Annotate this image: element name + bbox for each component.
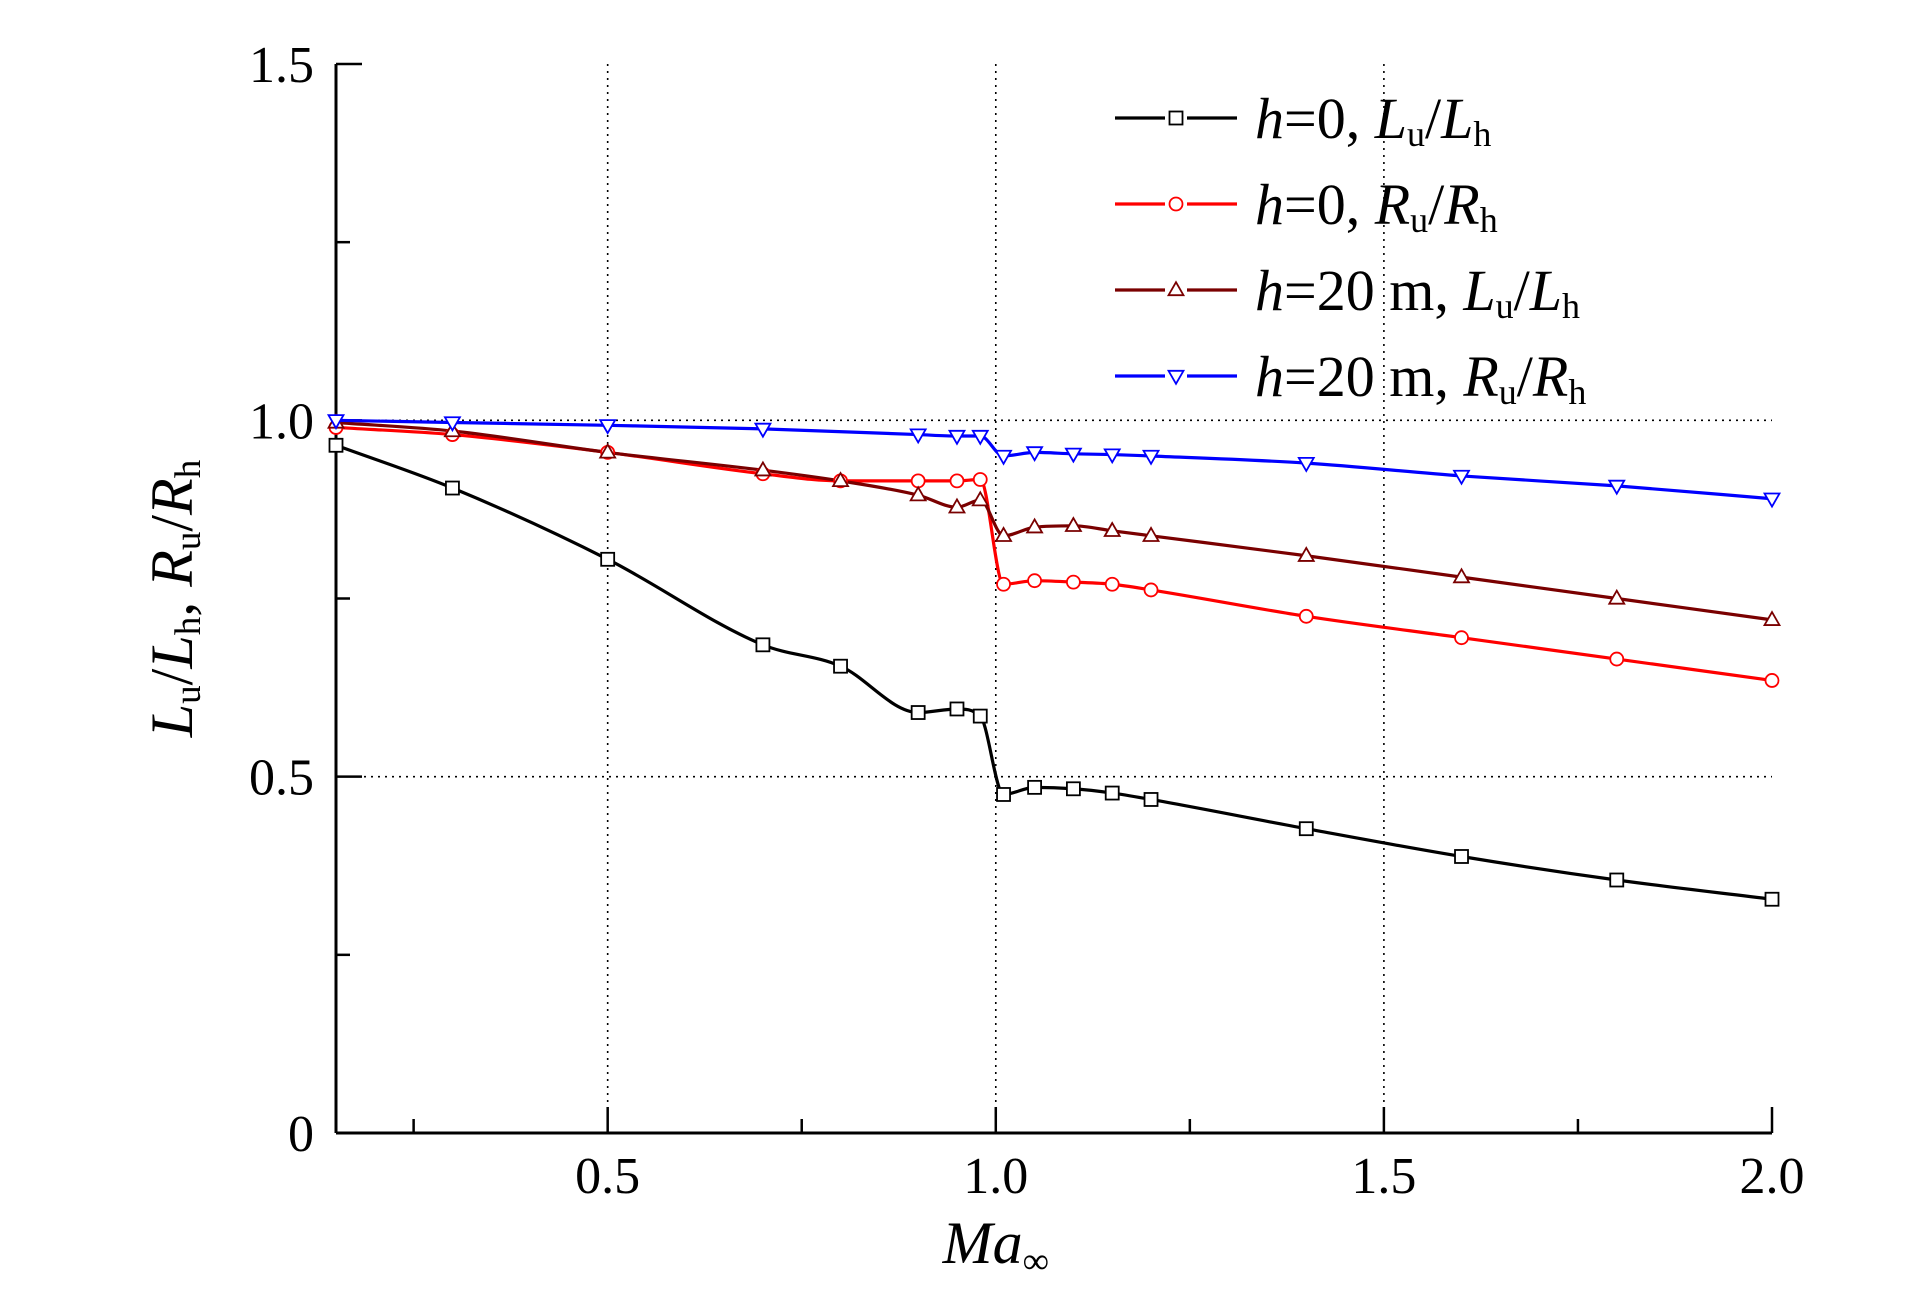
grid-lines — [336, 64, 1772, 1133]
data-point-series-4 — [1297, 456, 1316, 473]
series-markers — [326, 412, 1782, 907]
series-line-2 — [335, 425, 1773, 683]
x-tick-label: 1.5 — [1351, 1148, 1416, 1205]
data-point-series-3 — [947, 497, 967, 514]
y-tick-label: 1.0 — [249, 393, 314, 450]
series-line-3 — [335, 420, 1773, 622]
x-tick-label: 0.5 — [575, 1148, 640, 1205]
data-point-series-1 — [1143, 792, 1159, 807]
axes — [334, 64, 1772, 1135]
data-point-series-4 — [947, 429, 967, 446]
legend-label-1: h=0, Lu/Lh — [1255, 86, 1491, 154]
data-point-series-1 — [1104, 785, 1120, 801]
data-point-series-3 — [1025, 517, 1044, 534]
legend-marker-4 — [1166, 369, 1186, 386]
legend-label-3: h=20 m, Lu/Lh — [1255, 258, 1580, 326]
data-point-series-1 — [1609, 872, 1625, 888]
legend-marker-2 — [1168, 196, 1184, 212]
data-point-series-3 — [994, 526, 1013, 542]
data-point-series-4 — [753, 422, 772, 439]
data-point-series-1 — [833, 658, 848, 674]
data-point-series-2 — [949, 473, 965, 489]
data-point-series-3 — [831, 471, 850, 488]
data-point-series-3 — [1452, 567, 1471, 584]
data-point-series-4 — [971, 429, 990, 446]
data-point-series-2 — [996, 576, 1011, 592]
data-point-series-4 — [326, 414, 346, 430]
data-point-series-4 — [1762, 492, 1782, 509]
data-point-series-4 — [909, 428, 928, 445]
data-point-series-1 — [949, 701, 965, 717]
data-point-series-3 — [1297, 546, 1316, 562]
data-point-series-4 — [598, 419, 617, 435]
data-point-series-3 — [1141, 526, 1161, 542]
data-point-series-1 — [600, 551, 616, 567]
legend: h=0, Lu/Lh h=0, Ru/Rh h=20 m, Lu/Lh h=20 m,… — [1115, 86, 1586, 412]
y-axis-label: Lu/Lh, Ru/Rh — [139, 459, 209, 738]
y-tick-label: 1.5 — [249, 37, 314, 94]
data-point-series-2 — [1066, 574, 1081, 590]
data-point-series-3 — [1607, 588, 1626, 605]
legend-label-2: h=0, Ru/Rh — [1255, 172, 1498, 240]
data-point-series-2 — [1143, 582, 1159, 598]
legend-label-4: h=20 m, Ru/Rh — [1255, 344, 1586, 412]
data-point-series-1 — [1764, 891, 1780, 907]
data-point-series-4 — [1064, 447, 1083, 464]
data-point-series-1 — [910, 705, 926, 720]
data-point-series-2 — [1609, 651, 1625, 667]
data-point-series-1 — [996, 787, 1011, 802]
data-point-series-1 — [972, 708, 988, 724]
data-point-series-3 — [1762, 610, 1782, 626]
data-point-series-2 — [1454, 630, 1469, 646]
x-axis-label: Ma∞ — [942, 1210, 1049, 1282]
data-point-series-1 — [755, 637, 771, 653]
data-point-series-4 — [1452, 469, 1471, 486]
data-point-series-3 — [1064, 516, 1083, 532]
legend-marker-3 — [1166, 280, 1186, 297]
data-point-series-4 — [443, 416, 462, 433]
data-point-series-1 — [1066, 781, 1081, 797]
series-line-4 — [335, 418, 1773, 501]
data-point-series-2 — [1104, 576, 1120, 592]
data-point-series-1 — [328, 437, 344, 453]
data-point-series-2 — [1764, 673, 1780, 688]
data-point-series-2 — [972, 472, 988, 487]
data-point-series-3 — [1103, 521, 1122, 537]
x-tick-label: 2.0 — [1740, 1148, 1805, 1205]
data-point-series-3 — [971, 490, 990, 507]
data-point-series-1 — [1454, 849, 1469, 864]
data-point-series-2 — [1298, 608, 1314, 624]
data-point-series-4 — [1025, 446, 1044, 463]
series-lines — [335, 418, 1773, 901]
data-point-series-1 — [445, 480, 460, 496]
data-point-series-4 — [1607, 479, 1626, 496]
y-tick-label: 0.5 — [249, 750, 314, 807]
data-point-series-4 — [1103, 448, 1122, 465]
data-point-series-3 — [753, 460, 772, 477]
data-point-series-4 — [1141, 449, 1161, 466]
data-point-series-2 — [1027, 573, 1042, 589]
y-tick-label: 0 — [288, 1106, 314, 1163]
x-tick-label: 1.0 — [963, 1148, 1028, 1205]
legend-marker-1 — [1168, 110, 1184, 126]
series-line-1 — [335, 443, 1773, 901]
data-point-series-1 — [1027, 779, 1042, 795]
ticks: 0.5 1.0 1.5 2.0 0 0.5 1.0 1.5 — [249, 37, 1805, 1205]
axis-labels: Ma∞ Lu/Lh, Ru/Rh — [139, 459, 1049, 1282]
data-point-series-1 — [1298, 821, 1314, 837]
data-point-series-4 — [994, 449, 1013, 466]
data-point-series-3 — [598, 442, 617, 459]
data-point-series-3 — [909, 485, 928, 502]
data-point-series-2 — [910, 473, 926, 489]
